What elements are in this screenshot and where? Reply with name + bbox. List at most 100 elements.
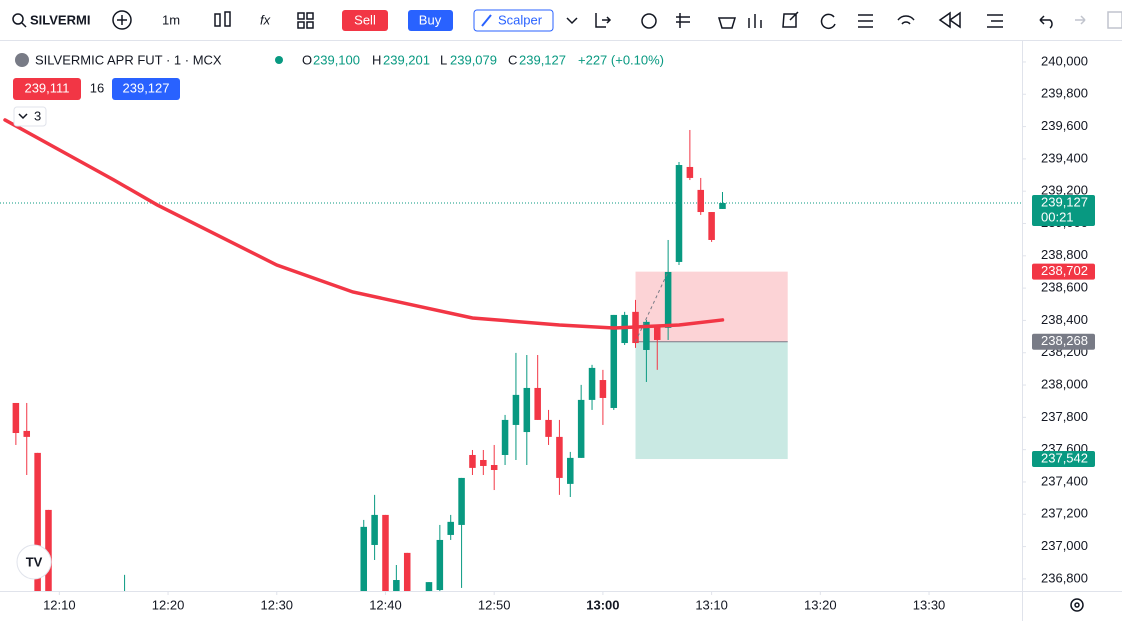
o-value: 239,100 <box>313 52 360 67</box>
price-label: 238,702 <box>1041 263 1088 278</box>
c-value: 239,127 <box>519 52 566 67</box>
candle-body <box>23 430 31 437</box>
candle-body <box>512 394 520 425</box>
candle-body <box>545 419 552 437</box>
y-tick-label: 239,600 <box>1041 118 1088 133</box>
symbol[interactable]: SILVERMI <box>30 12 90 27</box>
buy-label[interactable]: Buy <box>419 12 442 27</box>
o-label: O <box>302 52 312 67</box>
chart-type[interactable] <box>214 11 231 27</box>
y-tick-label: 240,000 <box>1041 53 1088 68</box>
candle-body <box>719 202 726 209</box>
candle-body <box>121 595 128 596</box>
candle-body <box>708 212 715 240</box>
c-label: C <box>508 52 517 67</box>
x-tick-label: 12:40 <box>369 597 402 612</box>
stop-zone <box>635 341 788 460</box>
candle-body <box>567 457 574 484</box>
settings[interactable] <box>1070 598 1084 612</box>
y-tick-label: 239,800 <box>1041 86 1088 101</box>
scalper-icon <box>481 14 492 27</box>
candle-body <box>458 477 465 525</box>
toolbar <box>0 0 1122 40</box>
y-tick-label: 238,000 <box>1041 376 1088 391</box>
legend-title: SILVERMIC APR FUT · 1 · MCX <box>35 52 222 67</box>
candle-body <box>653 325 661 340</box>
sell-label[interactable]: Sell <box>354 12 376 27</box>
y-tick-label: 237,800 <box>1041 409 1088 424</box>
ask[interactable]: 239,127 <box>123 80 170 95</box>
countdown: 00:21 <box>1041 209 1074 224</box>
candle-body <box>577 399 585 458</box>
tv-logo[interactable] <box>16 544 52 580</box>
candle-body <box>469 454 476 468</box>
candle-body <box>371 514 378 545</box>
target-zone <box>635 271 788 342</box>
candle-body <box>436 539 444 591</box>
candle-body <box>382 514 389 591</box>
interval[interactable]: 1m <box>162 12 180 27</box>
candle-body <box>610 314 618 408</box>
y-tick-label: 238,800 <box>1041 247 1088 262</box>
x-tick-label: 13:00 <box>586 597 619 612</box>
ask-box[interactable] <box>112 78 180 100</box>
risk-diagonal <box>635 271 669 342</box>
price-label-box <box>1032 194 1095 226</box>
price-label: 237,542 <box>1041 450 1088 465</box>
x-tick-label: 12:50 <box>478 597 511 612</box>
candle-body <box>556 436 563 478</box>
moving-average <box>3 118 725 330</box>
candle-body <box>34 452 41 591</box>
candle-body <box>480 459 487 466</box>
candle-body <box>697 189 705 213</box>
dropdown[interactable] <box>566 17 578 25</box>
x-tick-label: 12:20 <box>152 597 185 612</box>
market-status <box>275 56 283 64</box>
change: +227 (+0.10%) <box>578 52 664 67</box>
plot-area <box>0 118 1022 596</box>
price-label-box <box>1032 263 1095 280</box>
candle-body <box>643 321 650 350</box>
indicators-toggle[interactable] <box>13 106 47 127</box>
y-tick-label: 239,400 <box>1041 150 1088 165</box>
y-tick-label: 239,200 <box>1041 183 1088 198</box>
legend: SILVERMIC APR FUT · 1 · MCX O 239,100 H … <box>13 52 664 127</box>
candle-body <box>599 380 607 398</box>
x-tick-label: 12:10 <box>43 597 76 612</box>
spread: 16 <box>90 80 104 95</box>
candle-body <box>12 402 20 434</box>
candle-body <box>501 419 509 455</box>
bid[interactable]: 239,111 <box>24 80 69 95</box>
buy-button[interactable] <box>408 10 453 31</box>
add-symbol[interactable] <box>112 10 132 30</box>
candle-body <box>425 582 433 591</box>
bid-box[interactable] <box>13 78 81 100</box>
candle-body <box>447 521 454 535</box>
templates[interactable] <box>297 12 314 29</box>
l-value: 239,079 <box>450 52 497 67</box>
scalper-label[interactable]: Scalper <box>498 12 543 27</box>
x-tick-label: 13:20 <box>804 597 837 612</box>
candle-body <box>403 552 411 591</box>
scalper-button[interactable] <box>473 9 554 32</box>
candle-body <box>523 387 531 433</box>
toolbar-icons[interactable] <box>595 11 1122 30</box>
price-label-box <box>1032 333 1095 350</box>
candle-body <box>534 387 541 420</box>
price-label: 238,268 <box>1041 333 1088 348</box>
indicators-button[interactable]: fx <box>260 12 271 27</box>
candle-body <box>490 465 498 471</box>
indicator-count[interactable]: 3 <box>34 108 41 123</box>
chevron <box>18 113 28 120</box>
x-tick-label: 13:30 <box>913 597 946 612</box>
candle-body <box>393 580 400 591</box>
candle-body <box>360 526 368 591</box>
symbol-logo <box>15 53 29 67</box>
symbol-search[interactable]: SILVERMI <box>12 12 90 28</box>
y-tick-label: 237,200 <box>1041 506 1088 521</box>
sell-button[interactable] <box>342 10 388 31</box>
h-label: H <box>372 52 381 67</box>
x-tick-label: 13:10 <box>695 597 728 612</box>
